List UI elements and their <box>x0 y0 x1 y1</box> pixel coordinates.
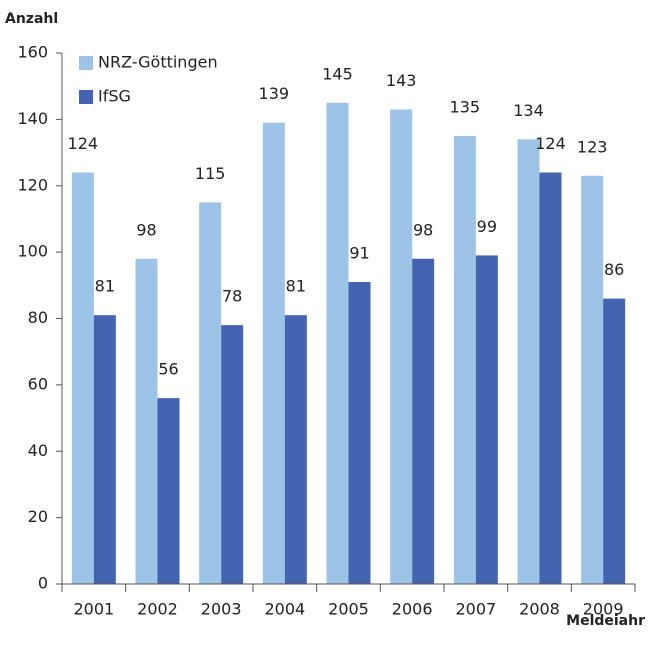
legend-swatch <box>79 56 93 70</box>
value-label: 99 <box>477 217 497 236</box>
value-label: 124 <box>68 134 99 153</box>
value-label: 86 <box>604 260 624 279</box>
bar <box>581 175 604 584</box>
bar <box>135 258 158 584</box>
value-label: 78 <box>222 287 242 306</box>
value-label: 123 <box>577 137 608 156</box>
y-tick-label: 40 <box>28 441 48 460</box>
x-tick-label: 2004 <box>264 600 305 619</box>
x-tick-label: 2006 <box>392 600 433 619</box>
x-tick-label: 2003 <box>201 600 242 619</box>
x-tick-label: 2002 <box>137 600 178 619</box>
bar <box>390 109 413 584</box>
x-tick-label: 2008 <box>519 600 560 619</box>
y-tick-label: 140 <box>17 109 48 128</box>
bar <box>539 172 562 584</box>
bar <box>475 255 498 584</box>
bar <box>221 325 244 584</box>
bar <box>348 281 371 584</box>
legend-swatch <box>79 90 93 104</box>
value-label: 81 <box>95 277 115 296</box>
value-label: 143 <box>386 71 417 90</box>
y-tick-label: 80 <box>28 308 48 327</box>
bar <box>199 202 222 584</box>
bar <box>71 172 94 584</box>
value-label: 135 <box>450 97 481 116</box>
value-label: 91 <box>349 243 369 262</box>
y-tick-label: 20 <box>28 507 48 526</box>
bar <box>603 298 626 584</box>
value-label: 81 <box>286 277 306 296</box>
bar <box>412 258 435 584</box>
value-label: 56 <box>158 360 178 379</box>
value-label: 98 <box>136 220 156 239</box>
bar <box>93 315 116 584</box>
legend-label: NRZ-Göttingen <box>98 53 218 72</box>
bar <box>517 139 540 584</box>
x-tick-label: 2007 <box>455 600 496 619</box>
bar <box>453 135 476 584</box>
x-tick-label: 2001 <box>73 600 114 619</box>
x-tick-label: 2005 <box>328 600 369 619</box>
bar <box>262 122 285 584</box>
y-tick-label: 0 <box>38 574 48 593</box>
x-tick-label: 2009 <box>583 600 624 619</box>
value-label: 134 <box>513 101 544 120</box>
value-label: 139 <box>259 84 290 103</box>
legend-label: IfSG <box>98 87 131 106</box>
value-label: 98 <box>413 220 433 239</box>
value-label: 145 <box>322 64 353 83</box>
value-label: 115 <box>195 164 226 183</box>
y-tick-label: 100 <box>17 242 48 261</box>
y-tick-label: 160 <box>17 43 48 62</box>
bar <box>157 398 180 584</box>
bar <box>284 315 307 584</box>
bar <box>326 102 349 584</box>
value-label: 124 <box>535 134 566 153</box>
y-tick-label: 120 <box>17 175 48 194</box>
y-tick-label: 60 <box>28 374 48 393</box>
x-axis-label: Meldeiahr <box>566 613 645 629</box>
y-axis-label: Anzahl <box>5 11 58 27</box>
